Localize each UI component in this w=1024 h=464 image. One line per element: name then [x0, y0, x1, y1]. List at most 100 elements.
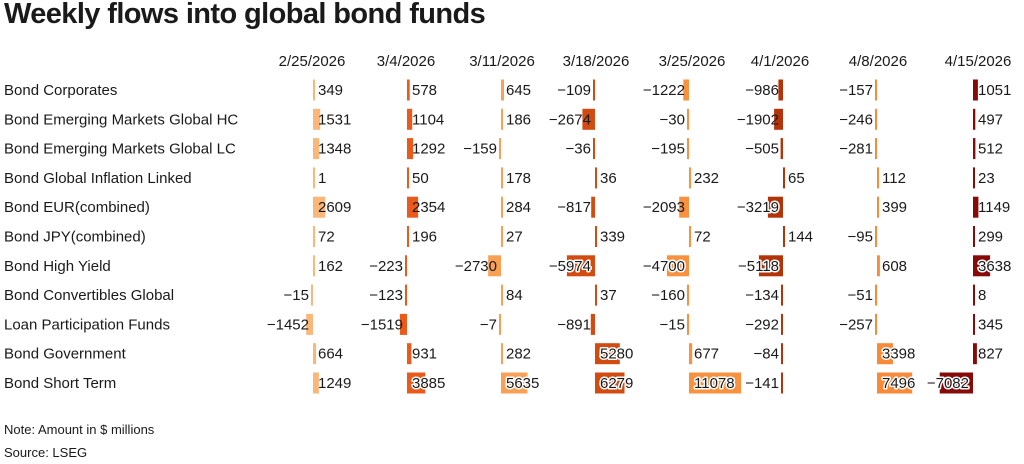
value-label: 677: [694, 346, 719, 363]
flow-bar: [687, 138, 689, 160]
flow-bar: [499, 313, 501, 335]
flow-bar: [582, 108, 595, 130]
value-label: 512: [978, 141, 1003, 158]
flow-bar: [501, 108, 503, 130]
flow-bar: [875, 108, 877, 130]
flow-bar: [689, 343, 693, 365]
column-header: 2/25/2026: [279, 53, 346, 70]
value-label: 345: [978, 316, 1003, 333]
flow-bar: [973, 284, 975, 306]
flow-bar: [774, 108, 783, 130]
flow-bar: [499, 138, 501, 160]
value-label: −281: [839, 141, 873, 158]
row-label: Bond Corporates: [4, 82, 117, 99]
row-label: Bond Emerging Markets Global HC: [4, 111, 238, 128]
value-label: −2674: [549, 111, 591, 128]
value-label: 7496: [882, 375, 915, 392]
flow-bar: [311, 284, 313, 306]
value-label: −84: [754, 346, 779, 363]
flow-bar: [313, 138, 320, 160]
value-label: −1519: [361, 316, 403, 333]
value-label: 11078: [694, 375, 735, 392]
value-label: 1348: [318, 141, 351, 158]
value-label: 1104: [412, 111, 444, 128]
flow-bar: [973, 167, 975, 189]
flow-bar: [679, 196, 689, 218]
flow-bar: [687, 313, 689, 335]
flow-bar: [501, 343, 503, 365]
value-label: −157: [839, 82, 873, 99]
flow-bar: [973, 343, 977, 365]
row-label: Loan Participation Funds: [4, 316, 170, 333]
value-label: 2609: [318, 199, 351, 216]
column-header: 4/15/2026: [945, 53, 1012, 70]
flow-bar: [313, 226, 315, 247]
flow-bar: [877, 255, 880, 277]
value-label: 3638: [978, 258, 1011, 275]
flow-bar: [313, 196, 326, 218]
value-label: −817: [557, 199, 591, 216]
flow-bar: [666, 255, 689, 277]
value-label: 162: [318, 258, 343, 275]
value-label: −5974: [549, 258, 591, 275]
value-label: −15: [660, 316, 685, 333]
flow-bar: [973, 226, 975, 247]
flow-bar: [407, 138, 414, 160]
flow-bar: [877, 343, 893, 365]
value-label: 284: [506, 199, 531, 216]
flow-bar: [683, 79, 689, 101]
value-label: 578: [412, 82, 437, 99]
value-label: −257: [839, 316, 873, 333]
flow-bar: [501, 167, 503, 189]
flow-bar: [591, 196, 595, 218]
flow-bar: [590, 313, 595, 335]
flow-bar: [783, 226, 785, 247]
value-label: −15: [284, 287, 309, 304]
flow-bar: [501, 284, 503, 306]
value-label: −36: [566, 141, 591, 158]
value-label: −159: [463, 141, 497, 158]
flow-bar: [566, 255, 595, 277]
value-label: 339: [600, 229, 625, 246]
flow-bar: [313, 343, 317, 365]
row-label: Bond Emerging Markets Global LC: [4, 141, 236, 158]
flow-bar: [877, 372, 913, 394]
flow-bar: [488, 255, 501, 277]
value-label: 827: [978, 346, 1003, 363]
flow-bar: [781, 343, 783, 365]
value-label: 196: [412, 229, 437, 246]
column-header: 4/1/2026: [751, 53, 809, 70]
flow-bar: [313, 167, 315, 189]
value-label: −2093: [643, 199, 685, 216]
flow-bar: [758, 255, 783, 277]
value-label: 232: [694, 170, 719, 187]
value-label: 5280: [600, 346, 633, 363]
column-header: 3/25/2026: [659, 53, 726, 70]
flow-bar: [689, 372, 742, 394]
row-label: Bond High Yield: [4, 258, 111, 275]
flow-bar: [687, 284, 689, 306]
chart-footer: Note: Amount in $ millions Source: LSEG: [4, 418, 154, 464]
flow-bar: [306, 313, 313, 335]
flow-bar: [689, 167, 691, 189]
value-label: −160: [651, 287, 685, 304]
value-label: −5118: [738, 258, 779, 275]
value-label: −95: [848, 229, 873, 246]
value-label: −292: [745, 316, 779, 333]
flow-bar: [399, 313, 407, 335]
value-label: 50: [412, 170, 429, 187]
flow-bar: [313, 372, 319, 394]
value-label: 5635: [506, 375, 539, 392]
value-label: 37: [600, 287, 617, 304]
flow-bar: [973, 79, 978, 101]
flow-bar: [501, 226, 503, 247]
flow-bar: [973, 108, 976, 130]
flow-bar: [687, 108, 689, 130]
flow-bar: [313, 79, 315, 101]
flow-bar: [689, 226, 691, 247]
value-label: 349: [318, 82, 343, 99]
value-label: 399: [882, 199, 907, 216]
flows-table-chart: 2/25/2026 3/4/2026 3/11/2026 3/18/2026 3/25/…: [4, 53, 1013, 394]
value-label: 608: [882, 258, 907, 275]
flow-bar: [501, 79, 504, 101]
